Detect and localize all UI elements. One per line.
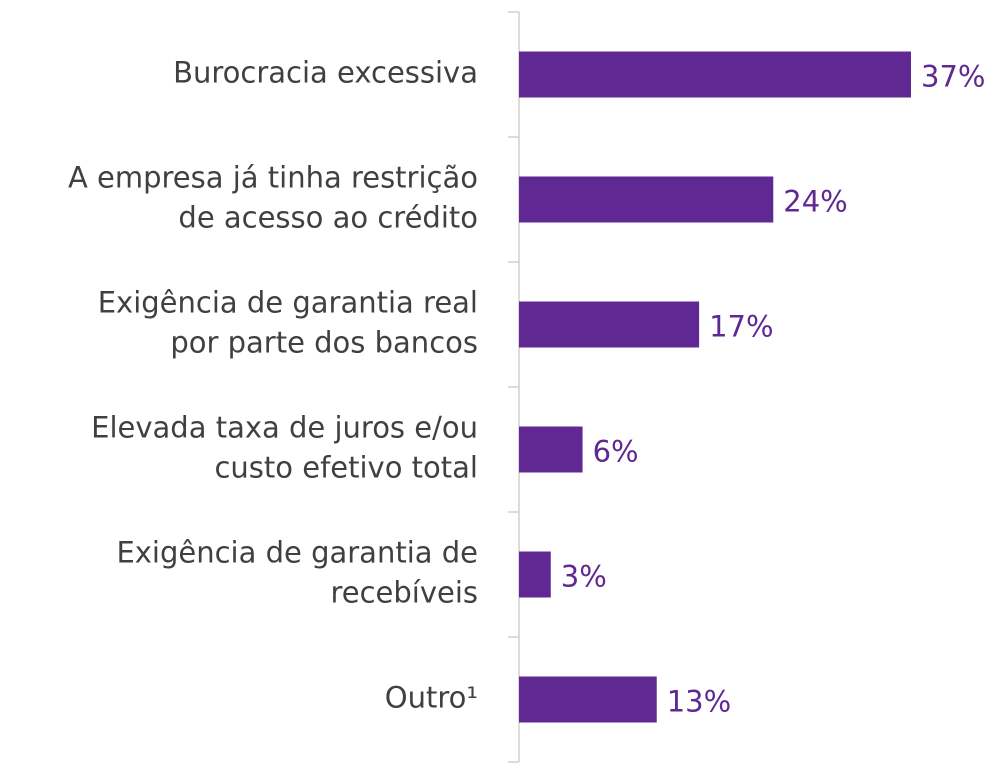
- category-label-line: de acesso ao crédito: [178, 201, 478, 235]
- value-label: 17%: [709, 310, 773, 344]
- category-label: Elevada taxa de juros e/ou custo efetivo …: [91, 411, 478, 485]
- category-label: Burocracia excessiva: [173, 56, 478, 90]
- bar: [519, 51, 911, 98]
- category-label-line: Exigência de garantia real: [98, 286, 478, 320]
- category-label-line: Outro¹: [385, 681, 478, 715]
- category-label-line: Elevada taxa de juros e/ou: [91, 411, 478, 445]
- category-label: Exigência de garantia de recebíveis: [116, 536, 478, 610]
- category-label-line: Exigência de garantia de: [116, 536, 478, 570]
- category-label: Outro¹: [385, 681, 478, 715]
- value-label: 24%: [783, 185, 847, 219]
- category-label-line: A empresa já tinha restrição: [68, 161, 478, 195]
- category-label: Exigência de garantia real por parte dos …: [98, 286, 478, 360]
- category-label-line: custo efetivo total: [214, 451, 478, 485]
- category-label-line: recebíveis: [330, 576, 478, 610]
- bar: [519, 676, 657, 723]
- value-label: 3%: [561, 560, 607, 594]
- value-label: 37%: [921, 60, 985, 94]
- bar: [519, 301, 700, 348]
- bar: [519, 176, 774, 223]
- bar: [519, 551, 551, 598]
- value-label: 13%: [667, 685, 731, 719]
- bar: [519, 426, 583, 473]
- category-label: A empresa já tinha restrição de acesso ao…: [68, 161, 478, 235]
- category-label-line: Burocracia excessiva: [173, 56, 478, 90]
- category-label-line: por parte dos bancos: [170, 326, 478, 360]
- value-label: 6%: [593, 435, 639, 469]
